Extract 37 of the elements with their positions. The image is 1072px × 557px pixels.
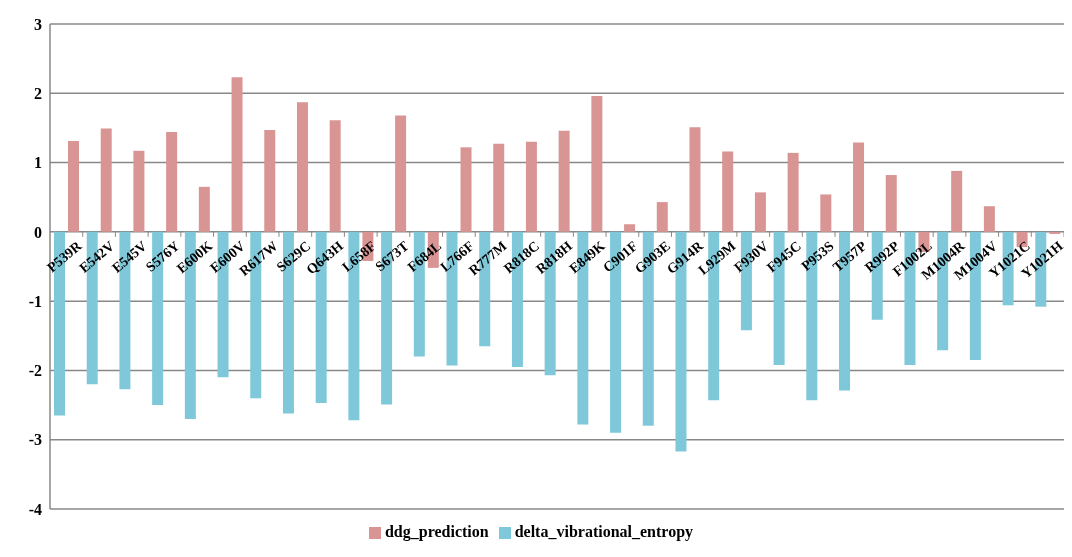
- bar: [1049, 231, 1061, 234]
- bar: [853, 142, 865, 232]
- bar: [231, 77, 243, 232]
- bar: [624, 224, 636, 232]
- y-tick-label: -4: [28, 500, 42, 518]
- bar: [787, 152, 799, 232]
- bar: [754, 192, 766, 232]
- bar: [493, 143, 505, 232]
- bar: [264, 130, 276, 232]
- bar: [68, 141, 79, 232]
- bar: [722, 151, 734, 232]
- bar: [525, 141, 537, 232]
- bar: [133, 150, 145, 232]
- bar: [591, 96, 603, 232]
- y-tick-label: 1: [34, 154, 42, 172]
- bar: [983, 206, 995, 232]
- bar: [329, 120, 341, 232]
- y-tick-label: -3: [28, 431, 42, 449]
- bar: [656, 202, 668, 232]
- bar: [820, 194, 832, 232]
- bar: [166, 132, 178, 232]
- bar: [296, 102, 308, 232]
- bar: [395, 115, 407, 232]
- bar: [558, 130, 570, 232]
- legend-label: ddg_prediction: [384, 523, 489, 540]
- bar: [100, 128, 112, 232]
- y-tick-label: -2: [28, 362, 42, 380]
- y-tick-label: 2: [34, 84, 42, 102]
- bar: [460, 147, 472, 232]
- bar: [951, 170, 963, 232]
- y-tick-label: 0: [34, 223, 42, 241]
- bar: [198, 186, 210, 232]
- y-tick-label: 3: [34, 15, 42, 33]
- bar: [885, 175, 897, 232]
- bar: [689, 127, 701, 232]
- legend-label: delta_vibrational_entropy: [514, 523, 694, 540]
- y-tick-label: -1: [28, 292, 42, 310]
